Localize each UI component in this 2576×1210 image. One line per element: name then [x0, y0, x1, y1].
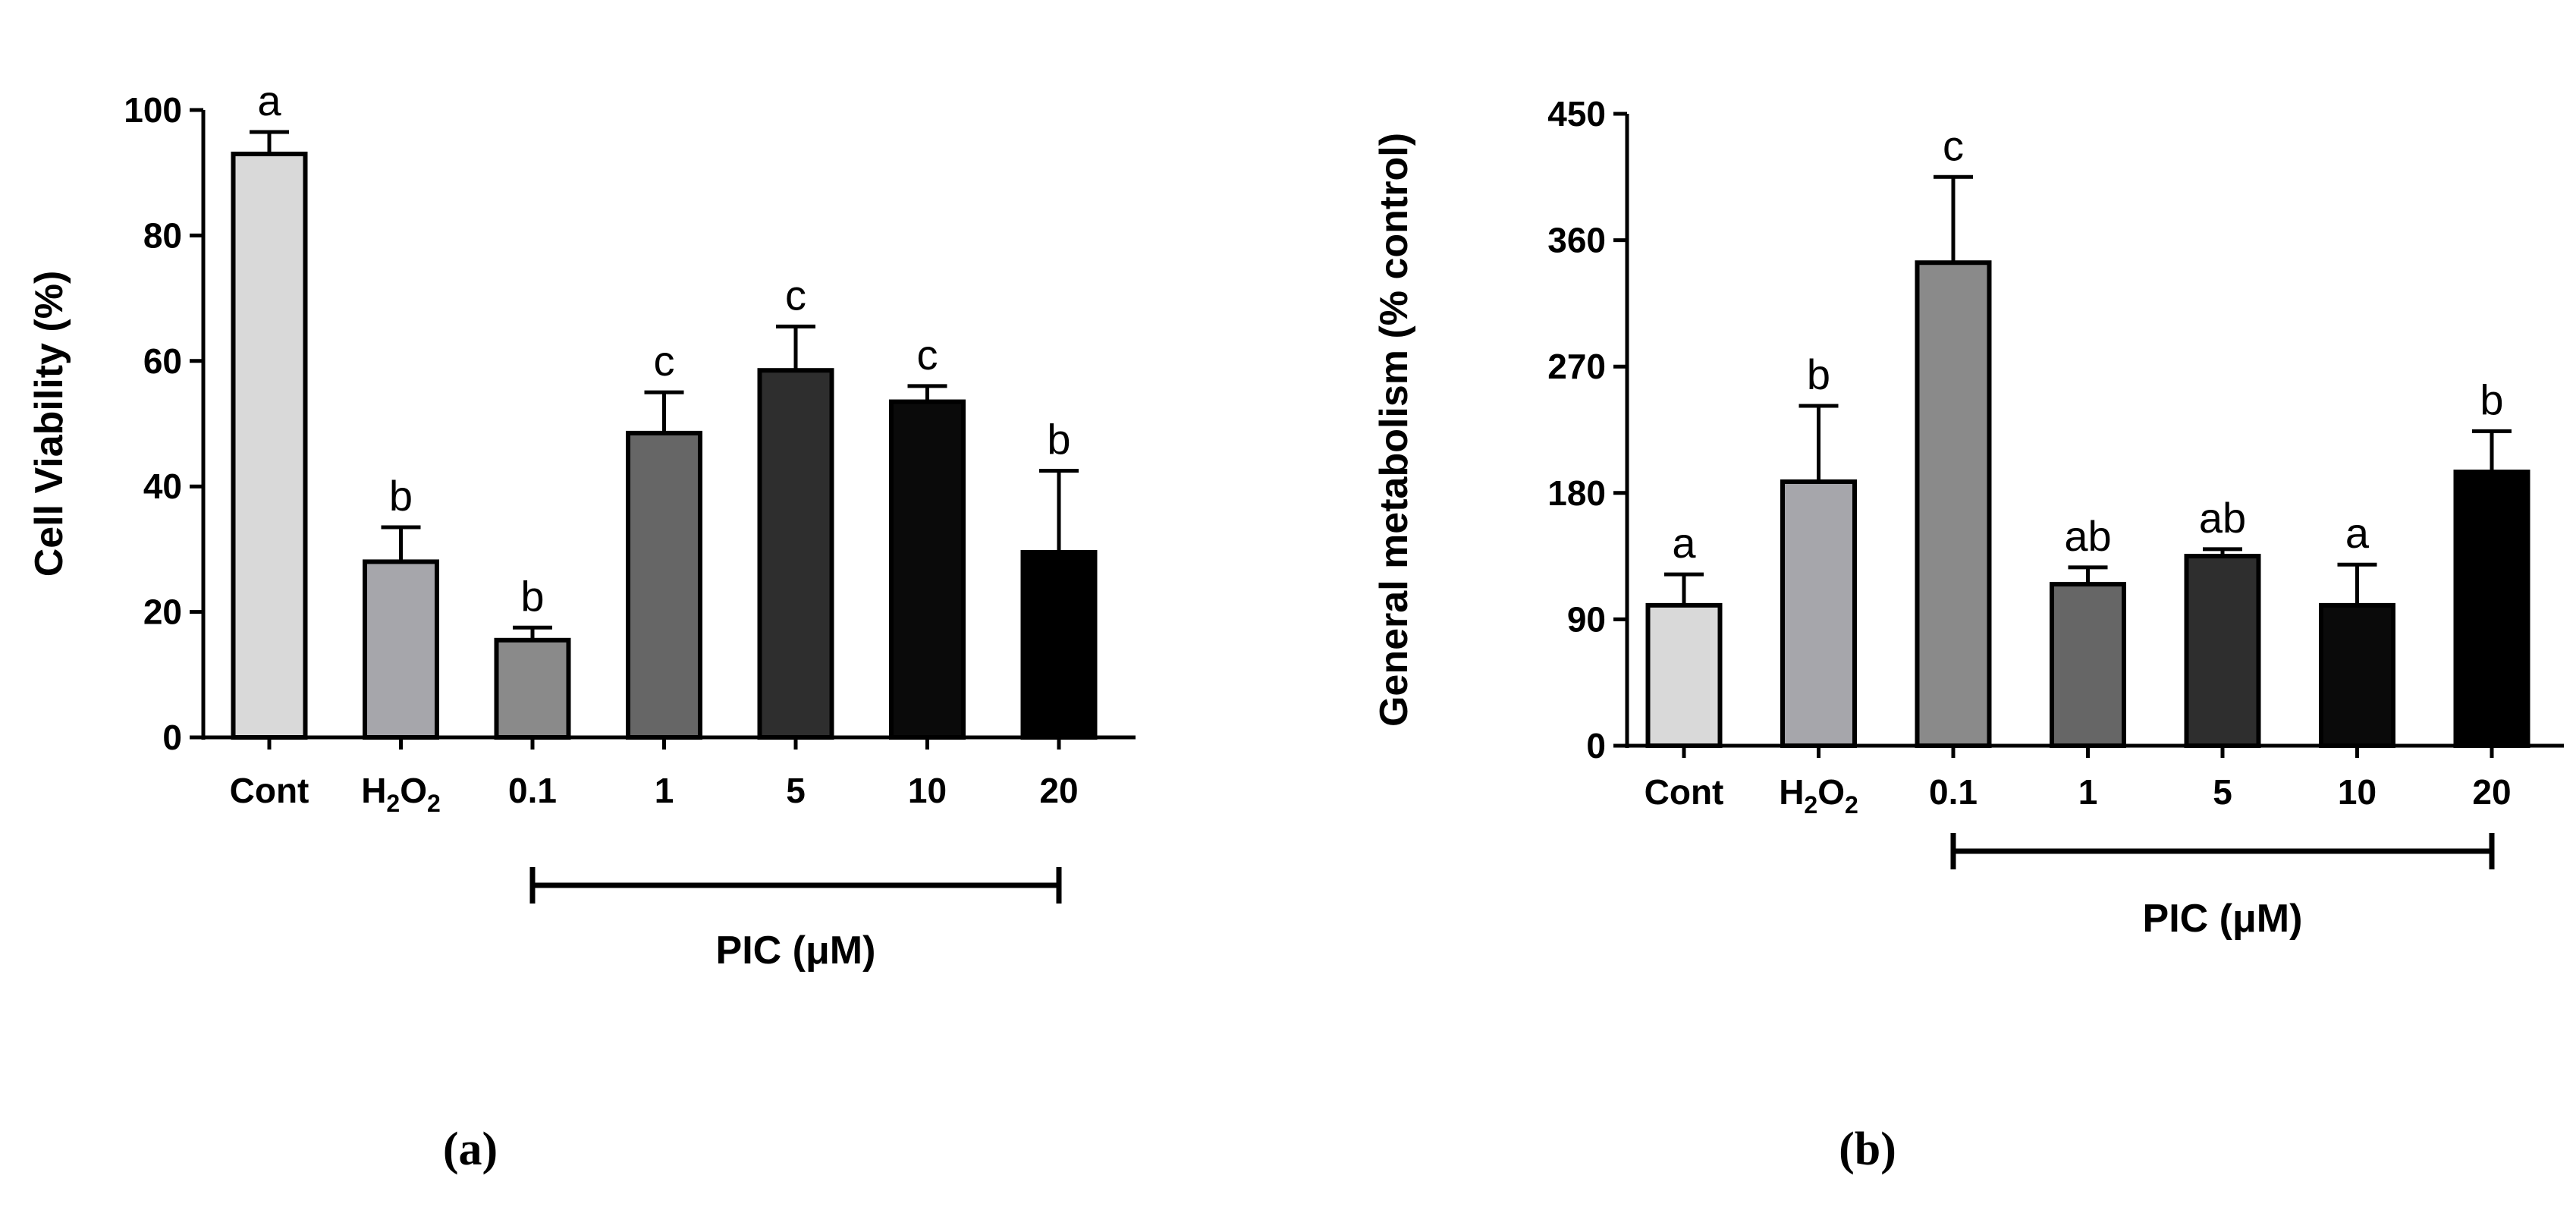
- panel-label-b: (b): [1839, 1124, 1896, 1175]
- x-tick-label: 5: [2213, 772, 2232, 812]
- y-tick-label: 360: [1547, 221, 1606, 260]
- bar: [231, 151, 308, 740]
- x-tick-label: 20: [1039, 771, 1078, 810]
- group-bracket-label: PIC (μM): [716, 929, 876, 973]
- x-tick-label: Cont: [230, 771, 309, 810]
- significance-letter: c: [1943, 121, 1964, 169]
- x-tick-label: 1: [2078, 772, 2098, 812]
- bar: [626, 430, 702, 740]
- bar: [2050, 582, 2126, 748]
- y-tick-label: 180: [1547, 473, 1606, 513]
- significance-letter: b: [389, 472, 413, 520]
- panel-label-a: (a): [443, 1124, 498, 1175]
- significance-letter: a: [257, 77, 281, 124]
- significance-letter: c: [654, 337, 675, 385]
- y-tick-label: 40: [143, 467, 182, 506]
- significance-letter: b: [1047, 416, 1070, 464]
- y-tick-label: 0: [1586, 726, 1606, 765]
- x-tick-label: 10: [908, 771, 947, 810]
- y-tick-label: 80: [143, 215, 182, 255]
- y-tick-label: 100: [124, 90, 182, 130]
- bar: [889, 399, 966, 740]
- chart-panel-a: 0 20 40 60 80 100 Cell Viability (%) a Cont b H2O2…: [27, 77, 1136, 973]
- x-tick-label: 10: [2338, 772, 2377, 812]
- bar: [363, 559, 439, 740]
- bar: [1020, 550, 1098, 740]
- significance-letter: c: [917, 331, 938, 379]
- significance-letter: ab: [2199, 494, 2246, 542]
- x-tick-label: 20: [2472, 772, 2511, 812]
- y-tick-label: 0: [162, 718, 182, 757]
- x-tick-label: 0.1: [508, 771, 557, 810]
- bar: [2184, 554, 2261, 748]
- bar: [757, 368, 834, 740]
- significance-letter: b: [520, 572, 544, 620]
- significance-letter: b: [2480, 376, 2503, 423]
- bar: [1645, 602, 1723, 749]
- bar: [494, 637, 571, 740]
- y-tick-label: 450: [1547, 94, 1606, 134]
- bar: [2453, 470, 2530, 748]
- y-tick-label: 90: [1567, 599, 1606, 639]
- group-bracket-label: PIC (μM): [2143, 897, 2303, 941]
- bar: [2319, 602, 2395, 749]
- x-tick-label: 5: [786, 771, 806, 810]
- y-tick-label: 60: [143, 341, 182, 381]
- significance-letter: c: [785, 271, 806, 319]
- chart-panel-b: 0 90 180 270 360 450 General metabolism (% con…: [1372, 94, 2564, 941]
- significance-letter: a: [1672, 519, 1696, 567]
- x-tick-label: Cont: [1645, 772, 1724, 812]
- significance-letter: b: [1807, 350, 1830, 398]
- bar: [1780, 479, 1857, 748]
- significance-letter: ab: [2064, 512, 2111, 560]
- y-axis-title: Cell Viability (%): [27, 271, 71, 577]
- y-tick-label: 270: [1547, 347, 1606, 386]
- bar: [1915, 260, 1992, 748]
- y-tick-label: 20: [143, 592, 182, 632]
- x-tick-label: 0.1: [1929, 772, 1978, 812]
- x-tick-label: 1: [655, 771, 674, 810]
- x-tick-label: H2O2: [1779, 772, 1858, 819]
- x-tick-label: H2O2: [361, 771, 441, 817]
- y-axis-title: General metabolism (% control): [1372, 133, 1416, 727]
- significance-letter: a: [2345, 509, 2370, 557]
